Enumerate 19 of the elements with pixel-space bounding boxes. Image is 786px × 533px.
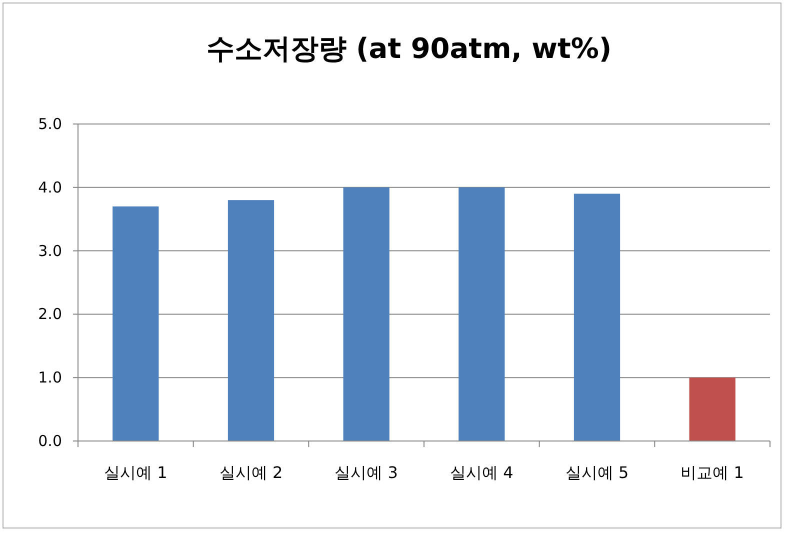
x-tick-label: 실시예 3 xyxy=(334,463,398,482)
y-tick-label: 5.0 xyxy=(38,115,62,133)
bar xyxy=(343,187,390,441)
bar xyxy=(689,378,736,441)
x-tick-label: 실시예 5 xyxy=(565,463,629,482)
x-tick-label: 실시예 1 xyxy=(104,463,168,482)
chart-title: 수소저장량 (at 90atm, wt%) xyxy=(206,32,612,65)
x-tick-label: 실시예 4 xyxy=(450,463,514,482)
y-tick-label: 2.0 xyxy=(38,305,62,324)
y-tick-label: 3.0 xyxy=(38,242,62,260)
y-tick-label: 1.0 xyxy=(38,368,62,387)
y-tick-label: 4.0 xyxy=(38,178,62,196)
bar xyxy=(458,187,505,441)
bar xyxy=(574,194,620,441)
x-tick-label: 실시예 2 xyxy=(219,463,283,482)
bar xyxy=(112,206,159,441)
bar xyxy=(228,200,274,441)
y-tick-label: 0.0 xyxy=(38,432,62,450)
x-tick-label: 비교예 1 xyxy=(680,463,744,482)
